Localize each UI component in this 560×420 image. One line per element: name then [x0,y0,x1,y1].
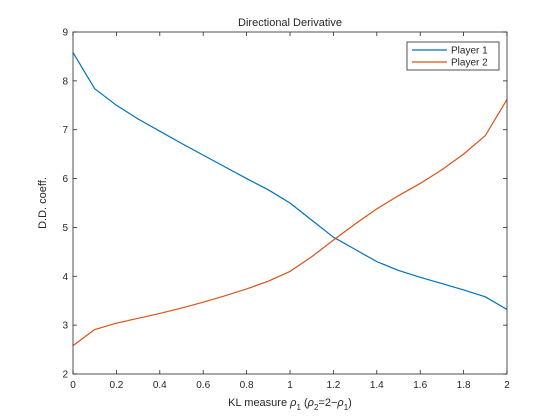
x-tick-label: 1.8 [457,380,471,391]
x-axis-label-paren-open: ( [301,397,308,409]
series-line-2 [72,99,508,347]
legend-label-2: Player 2 [451,58,488,69]
x-axis-label-paren-close: ) [348,397,352,409]
x-tick-label: 2 [504,380,510,391]
x-tick-label: 0 [70,380,76,391]
x-axis-label-sub2: 2 [314,403,319,412]
y-tick-label: 3 [62,321,68,332]
x-tick-label: 1 [287,380,293,391]
axes-layer: 0 0.2 0.4 0.6 0.8 1 1.2 1.4 1.6 1.8 2 2 3 4 5 6 7 8 9 [62,28,510,392]
x-tick-label: 0.6 [196,380,210,391]
x-tick-label: 1.2 [326,380,340,391]
y-tick-label: 5 [62,223,68,234]
x-axis-label-rho3: ρ [336,397,343,409]
series-line-1 [72,52,508,311]
series-layer [72,52,508,347]
x-axis-label-sub1: 1 [296,403,301,412]
x-tick-label: 0.4 [153,380,167,391]
y-tick-label: 6 [62,174,68,185]
x-axis-label: KL measure ρ1 (ρ2=2−ρ1) [228,397,352,412]
x-axis-label-sub3: 1 [344,403,349,412]
legend-box [406,41,500,71]
y-tick-label: 4 [62,272,68,283]
y-tick-label: 2 [62,370,68,381]
chart-title: Directional Derivative [238,17,342,29]
x-tick-label: 1.4 [370,380,384,391]
x-tick-label: 0.2 [109,380,123,391]
x-axis-label-rho2: ρ [307,397,314,409]
y-tick-label: 7 [62,125,68,136]
x-axis-label-rho: ρ [289,397,296,409]
x-axis-label-main: KL measure [228,397,290,409]
x-tick-label: 0.8 [240,380,254,391]
y-axis-label: D.D. coeff. [37,177,49,229]
x-axis-label-mid: =2− [318,397,337,409]
y-tick-label: 8 [62,76,68,87]
legend-label-1: Player 1 [451,46,488,57]
x-tick-label: 1.6 [413,380,427,391]
y-tick-label: 9 [62,28,68,39]
